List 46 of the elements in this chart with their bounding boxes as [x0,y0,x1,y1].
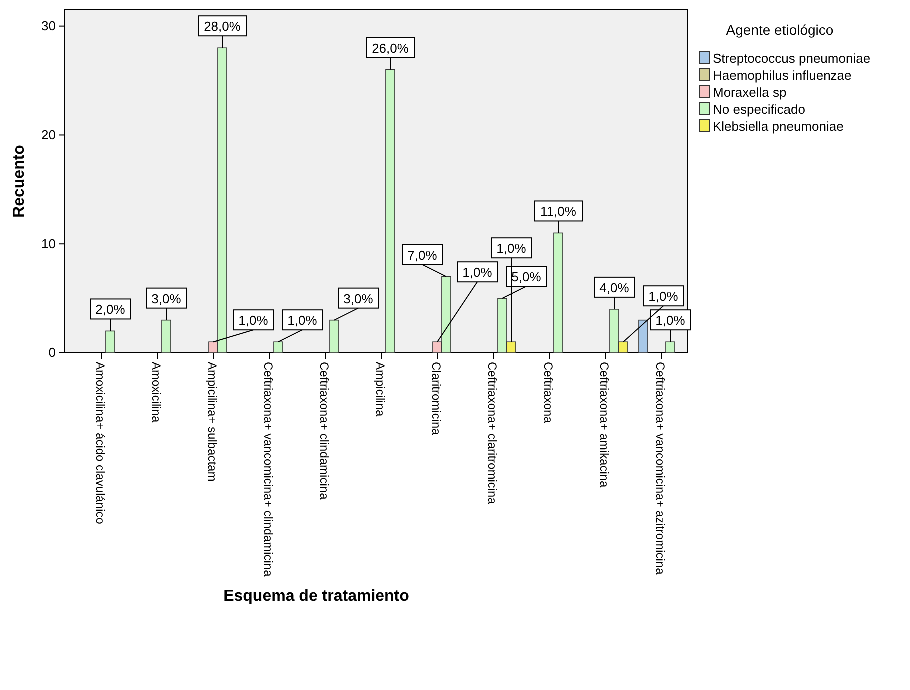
bar [554,232,564,354]
x-tick-label: Ceftriaxona+ clindamicina [318,362,332,500]
bar [638,320,648,354]
x-tick-label: Amoxicilina [150,362,164,424]
data-label: 2,0% [96,302,126,318]
legend-label: Streptococcus pneumoniae [713,51,871,66]
legend-label: Klebsiella pneumoniae [713,119,844,134]
y-tick-label: 30 [42,18,56,34]
x-tick-label: Ampicilina [374,362,388,418]
x-tick-label: Ceftriaxona+ vancomicina+ clindamicina [262,362,276,578]
data-label: 1,0% [462,265,493,280]
legend-label: Haemophilus influenzae [713,68,852,83]
legend-label: Moraxella sp [713,85,787,100]
legend-label: No especificado [713,102,806,117]
x-tick-label: Ceftriaxona+ amikacina [598,362,612,488]
legend-title: Agente etiológico [726,22,834,38]
data-label: 1,0% [238,313,269,328]
x-tick-label: Claritromicina [430,362,444,436]
data-label: 4,0% [600,280,630,296]
x-tick-label: Ceftriaxona+ vancomicina+ azitromicina [654,362,668,576]
x-tick-label: Amoxicilina+ ácido clavulánico [94,362,108,525]
data-label: 7,0% [408,248,438,263]
y-tick-label: 0 [48,345,56,360]
data-label: 28,0% [204,19,242,34]
y-axis-title: Recuento [11,144,28,218]
data-label: 1,0% [656,313,686,328]
bar [666,342,676,354]
data-label: 1,0% [496,241,527,256]
x-tick-label: Ceftriaxona [542,362,556,424]
x-axis-title: Esquema de tratamiento [224,588,410,606]
data-label: 1,0% [288,313,318,328]
data-label: 26,0% [372,40,410,56]
bar [330,320,340,354]
bar [162,320,172,354]
x-tick-label: Ampicilina+ sulbactam [206,362,220,482]
bar [274,342,284,354]
bar [386,69,396,354]
x-tick-label: Ceftriaxona+ claritromicina [486,362,500,505]
y-tick-label: 10 [42,236,56,252]
data-label: 5,0% [512,270,542,285]
y-tick-label: 20 [42,127,56,142]
data-label: 3,0% [152,291,182,306]
bar [106,330,116,354]
data-label: 11,0% [540,204,577,220]
data-label: 1,0% [648,289,679,304]
data-label: 3,0% [344,291,374,306]
